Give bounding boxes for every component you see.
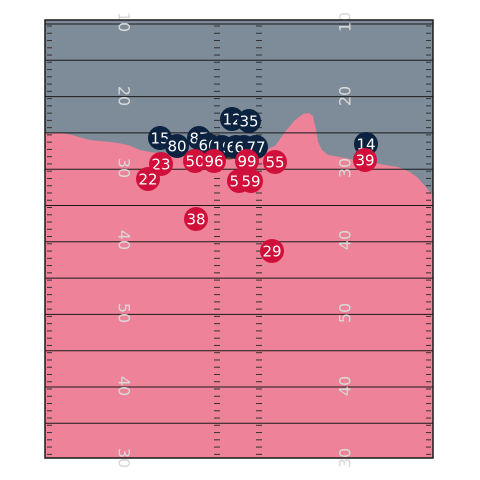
jersey-number: 38 — [186, 211, 205, 229]
yard-number-right: 20 — [336, 86, 355, 106]
jersey-number: 99 — [237, 153, 256, 171]
jersey-number: 96 — [204, 153, 223, 171]
yard-number-left: 30 — [115, 158, 134, 178]
player-marker — [239, 169, 263, 193]
player-marker — [235, 149, 259, 173]
yard-number-right: 10 — [336, 12, 355, 32]
player-marker — [260, 239, 284, 263]
jersey-number: 39 — [355, 152, 374, 170]
yard-number-right: 50 — [336, 303, 355, 323]
jersey-number: 80 — [167, 138, 186, 156]
jersey-number: 15 — [150, 130, 169, 148]
player-marker — [353, 148, 377, 172]
yard-number-left: 50 — [115, 303, 134, 323]
jersey-number: 50 — [185, 153, 204, 171]
yard-number-right: 40 — [336, 230, 355, 250]
defense-player: 50 — [183, 149, 207, 173]
player-marker — [165, 134, 189, 158]
yard-number-left: 10 — [115, 12, 134, 32]
jersey-number: 12 — [222, 111, 241, 129]
jersey-number: 35 — [239, 113, 258, 131]
defense-player: 55 — [263, 150, 287, 174]
player-marker — [184, 207, 208, 231]
jersey-number: 59 — [241, 173, 260, 191]
defense-player: 59 — [239, 169, 263, 193]
offense-player: 80 — [165, 134, 189, 158]
yard-number-left: 40 — [115, 230, 134, 250]
player-marker — [263, 150, 287, 174]
player-marker — [183, 149, 207, 173]
players: 1235158780661960627714235096995539225459… — [136, 107, 378, 263]
yard-number-left: 40 — [115, 376, 134, 396]
yard-number-right: 40 — [336, 376, 355, 396]
jersey-number: 23 — [151, 156, 170, 174]
jersey-number: 55 — [265, 154, 284, 172]
yard-number-left: 20 — [115, 86, 134, 106]
defense-player: 96 — [202, 149, 226, 173]
player-marker — [237, 109, 261, 133]
defense-player: 38 — [184, 207, 208, 231]
defense-player: 39 — [353, 148, 377, 172]
yard-number-right: 30 — [336, 158, 355, 178]
jersey-number: 22 — [138, 171, 157, 189]
defense-player: 29 — [260, 239, 284, 263]
player-marker — [136, 167, 160, 191]
yard-lines — [45, 23, 433, 424]
offense-player: 35 — [237, 109, 261, 133]
field-border — [44, 19, 434, 459]
player-marker — [202, 149, 226, 173]
hash-marks — [47, 25, 431, 455]
jersey-number: 29 — [262, 243, 281, 261]
defense-player: 99 — [235, 149, 259, 173]
field-bottom-region — [45, 113, 433, 458]
defense-player: 22 — [136, 167, 160, 191]
